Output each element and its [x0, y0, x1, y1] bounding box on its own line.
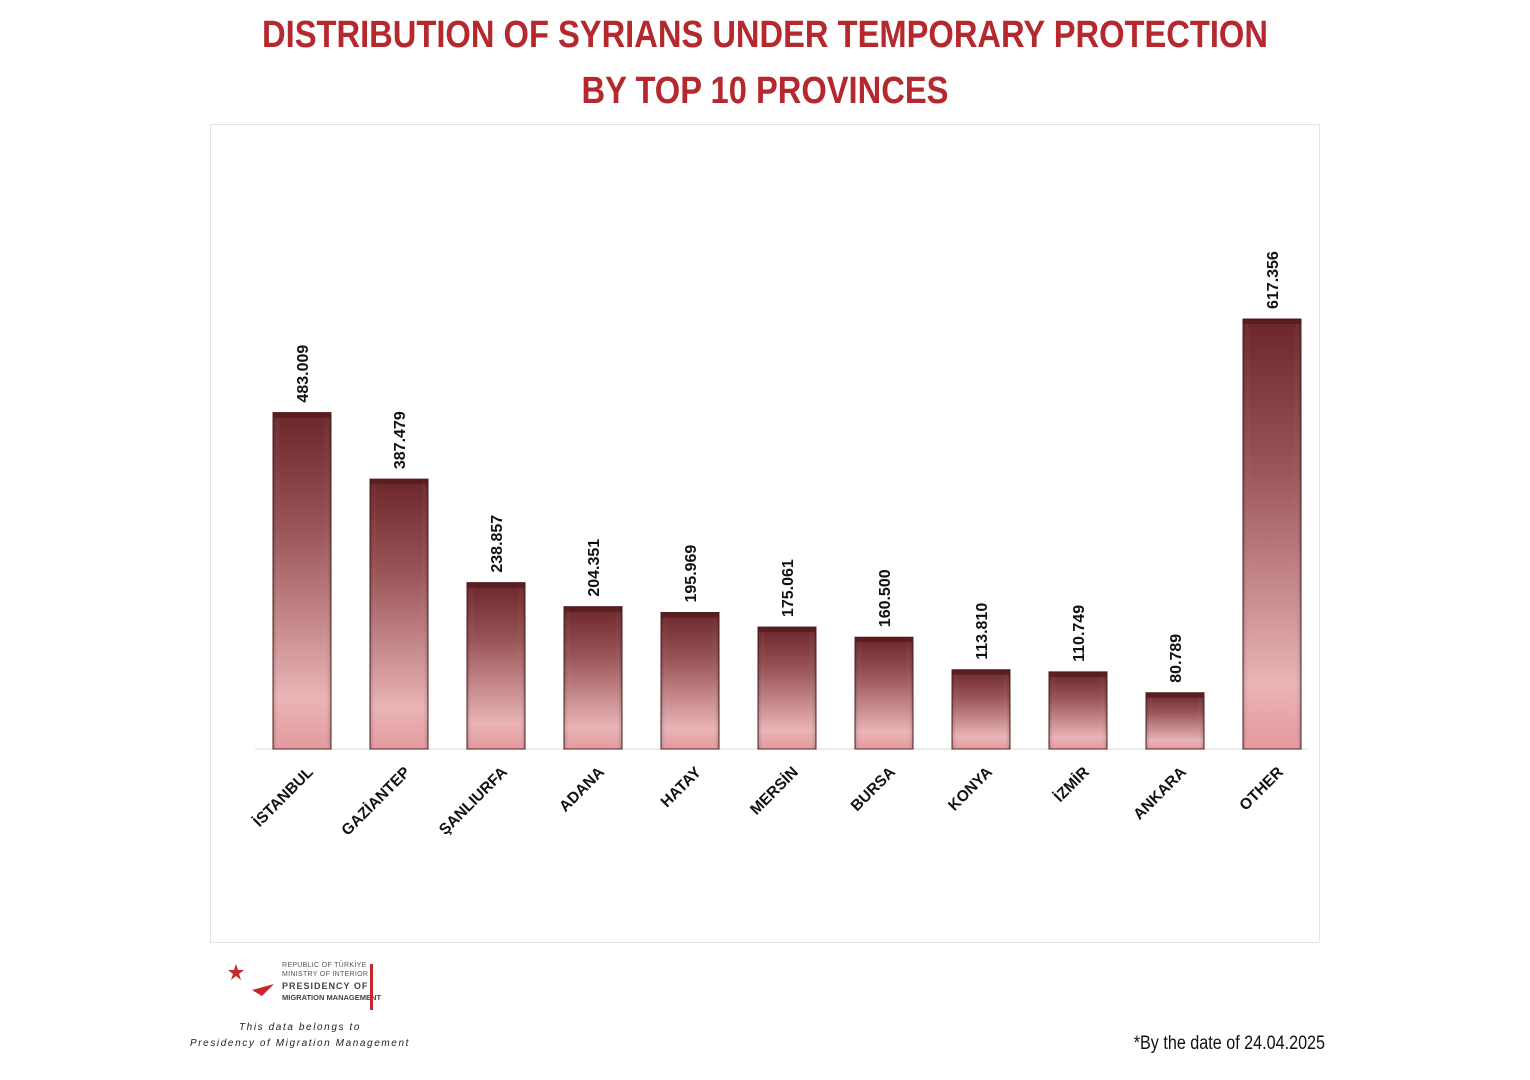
- category-label: OTHER: [1236, 764, 1286, 814]
- credit-line2: Presidency of Migration Management: [189, 1038, 411, 1049]
- bars-group: [272, 318, 1302, 750]
- logo-line-migration: MIGRATION MANAGEMENT: [282, 993, 382, 1002]
- category-label: BURSA: [848, 764, 899, 815]
- category-labels-group: İSTANBUL GAZİANTEP ŞANLIURFA ADANA HATAY MERS…: [250, 763, 1287, 839]
- logo-line-presidency: PRESIDENCY OF: [282, 981, 369, 991]
- bar: [1048, 671, 1108, 750]
- date-note: *By the date of 24.04.2025: [1133, 1033, 1325, 1054]
- bar: [1242, 318, 1302, 750]
- value-label: 204.351: [586, 539, 603, 597]
- category-label: MERSİN: [747, 764, 802, 819]
- value-label: 387.479: [392, 411, 409, 469]
- bar: [757, 626, 817, 750]
- bar: [1145, 692, 1205, 750]
- bar: [272, 412, 332, 750]
- value-label: 195.969: [683, 545, 700, 603]
- credit-line1: This data belongs to: [238, 1022, 362, 1033]
- value-label: 80.789: [1168, 634, 1185, 683]
- value-label: 175.061: [780, 559, 797, 617]
- value-labels-group: 483.009 387.479 238.857 204.351 195.969 175.0…: [295, 251, 1282, 683]
- logo-line-republic: REPUBLIC OF TÜRKİYE: [282, 962, 367, 969]
- value-label: 110.749: [1071, 605, 1088, 662]
- value-label: 483.009: [295, 345, 312, 403]
- bar: [466, 582, 526, 750]
- category-label: GAZİANTEP: [338, 764, 413, 839]
- bar: [951, 669, 1011, 750]
- bar: [369, 478, 429, 750]
- chart-title-line2: BY TOP 10 PROVINCES: [581, 70, 949, 112]
- value-label: 238.857: [489, 515, 506, 573]
- value-label: 160.500: [877, 569, 894, 627]
- crescent-star-logo-icon: [227, 964, 274, 1006]
- category-label: ADANA: [556, 764, 608, 816]
- pmm-logo: REPUBLIC OF TÜRKİYE MINISTRY OF INTERIOR…: [222, 960, 382, 1016]
- chart-title-line1: DISTRIBUTION OF SYRIANS UNDER TEMPORARY …: [262, 14, 1268, 56]
- bar: [854, 636, 914, 750]
- bar: [563, 606, 623, 750]
- category-label: İZMİR: [1051, 764, 1093, 806]
- bar: [660, 612, 720, 750]
- logo-accent-bar: [370, 964, 373, 1010]
- category-label: ŞANLIURFA: [436, 764, 511, 839]
- value-label: 617.356: [1265, 251, 1282, 309]
- category-label: İSTANBUL: [250, 764, 317, 831]
- bar-chart: 483.009 387.479 238.857 204.351 195.969 175.0…: [250, 251, 1308, 839]
- logo-line-ministry: MINISTRY OF INTERIOR: [282, 971, 369, 978]
- category-label: HATAY: [658, 763, 706, 811]
- category-label: KONYA: [945, 764, 996, 815]
- category-label: ANKARA: [1130, 764, 1190, 824]
- value-label: 113.810: [974, 603, 991, 660]
